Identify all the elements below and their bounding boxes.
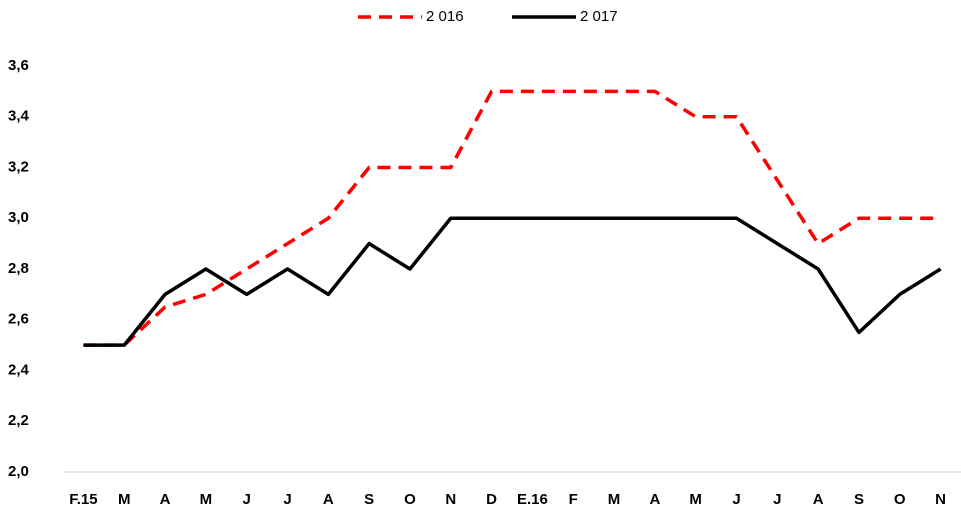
- x-tick-label: A: [649, 491, 660, 508]
- y-tick-label: 2,2: [8, 412, 29, 429]
- x-tick-label: E.16: [517, 491, 548, 508]
- y-tick-label: 2,6: [8, 311, 29, 328]
- y-tick-label: 3,4: [8, 108, 30, 125]
- x-tick-label: N: [445, 491, 456, 508]
- x-tick-label: O: [404, 491, 416, 508]
- y-tick-label: 2,0: [8, 463, 29, 480]
- y-tick-label: 3,6: [8, 57, 29, 74]
- x-tick-label: A: [323, 491, 334, 508]
- x-tick-label: A: [813, 491, 824, 508]
- x-tick-label: J: [283, 491, 291, 508]
- x-tick-label: N: [935, 491, 946, 508]
- x-tick-label: M: [689, 491, 702, 508]
- y-tick-label: 2,8: [8, 260, 29, 277]
- x-tick-label: F: [569, 491, 578, 508]
- series-line: [83, 89, 941, 347]
- y-tick-label: 2,4: [8, 361, 30, 378]
- y-tick-label: 3,0: [8, 209, 29, 226]
- x-tick-label: M: [118, 491, 131, 508]
- x-tick-label: S: [364, 491, 374, 508]
- x-tick-label: S: [854, 491, 864, 508]
- x-tick-label: J: [243, 491, 251, 508]
- y-tick-label: 3,2: [8, 158, 29, 175]
- x-tick-label: F.15: [69, 491, 97, 508]
- x-tick-label: J: [773, 491, 781, 508]
- series-line: [83, 216, 942, 347]
- x-tick-label: A: [160, 491, 171, 508]
- legend-label: 2 016: [426, 8, 464, 25]
- x-tick-label: O: [894, 491, 906, 508]
- x-tick-label: M: [608, 491, 621, 508]
- x-tick-label: D: [486, 491, 497, 508]
- x-tick-label: J: [732, 491, 740, 508]
- x-tick-label: M: [200, 491, 213, 508]
- legend-label: 2 017: [580, 8, 618, 25]
